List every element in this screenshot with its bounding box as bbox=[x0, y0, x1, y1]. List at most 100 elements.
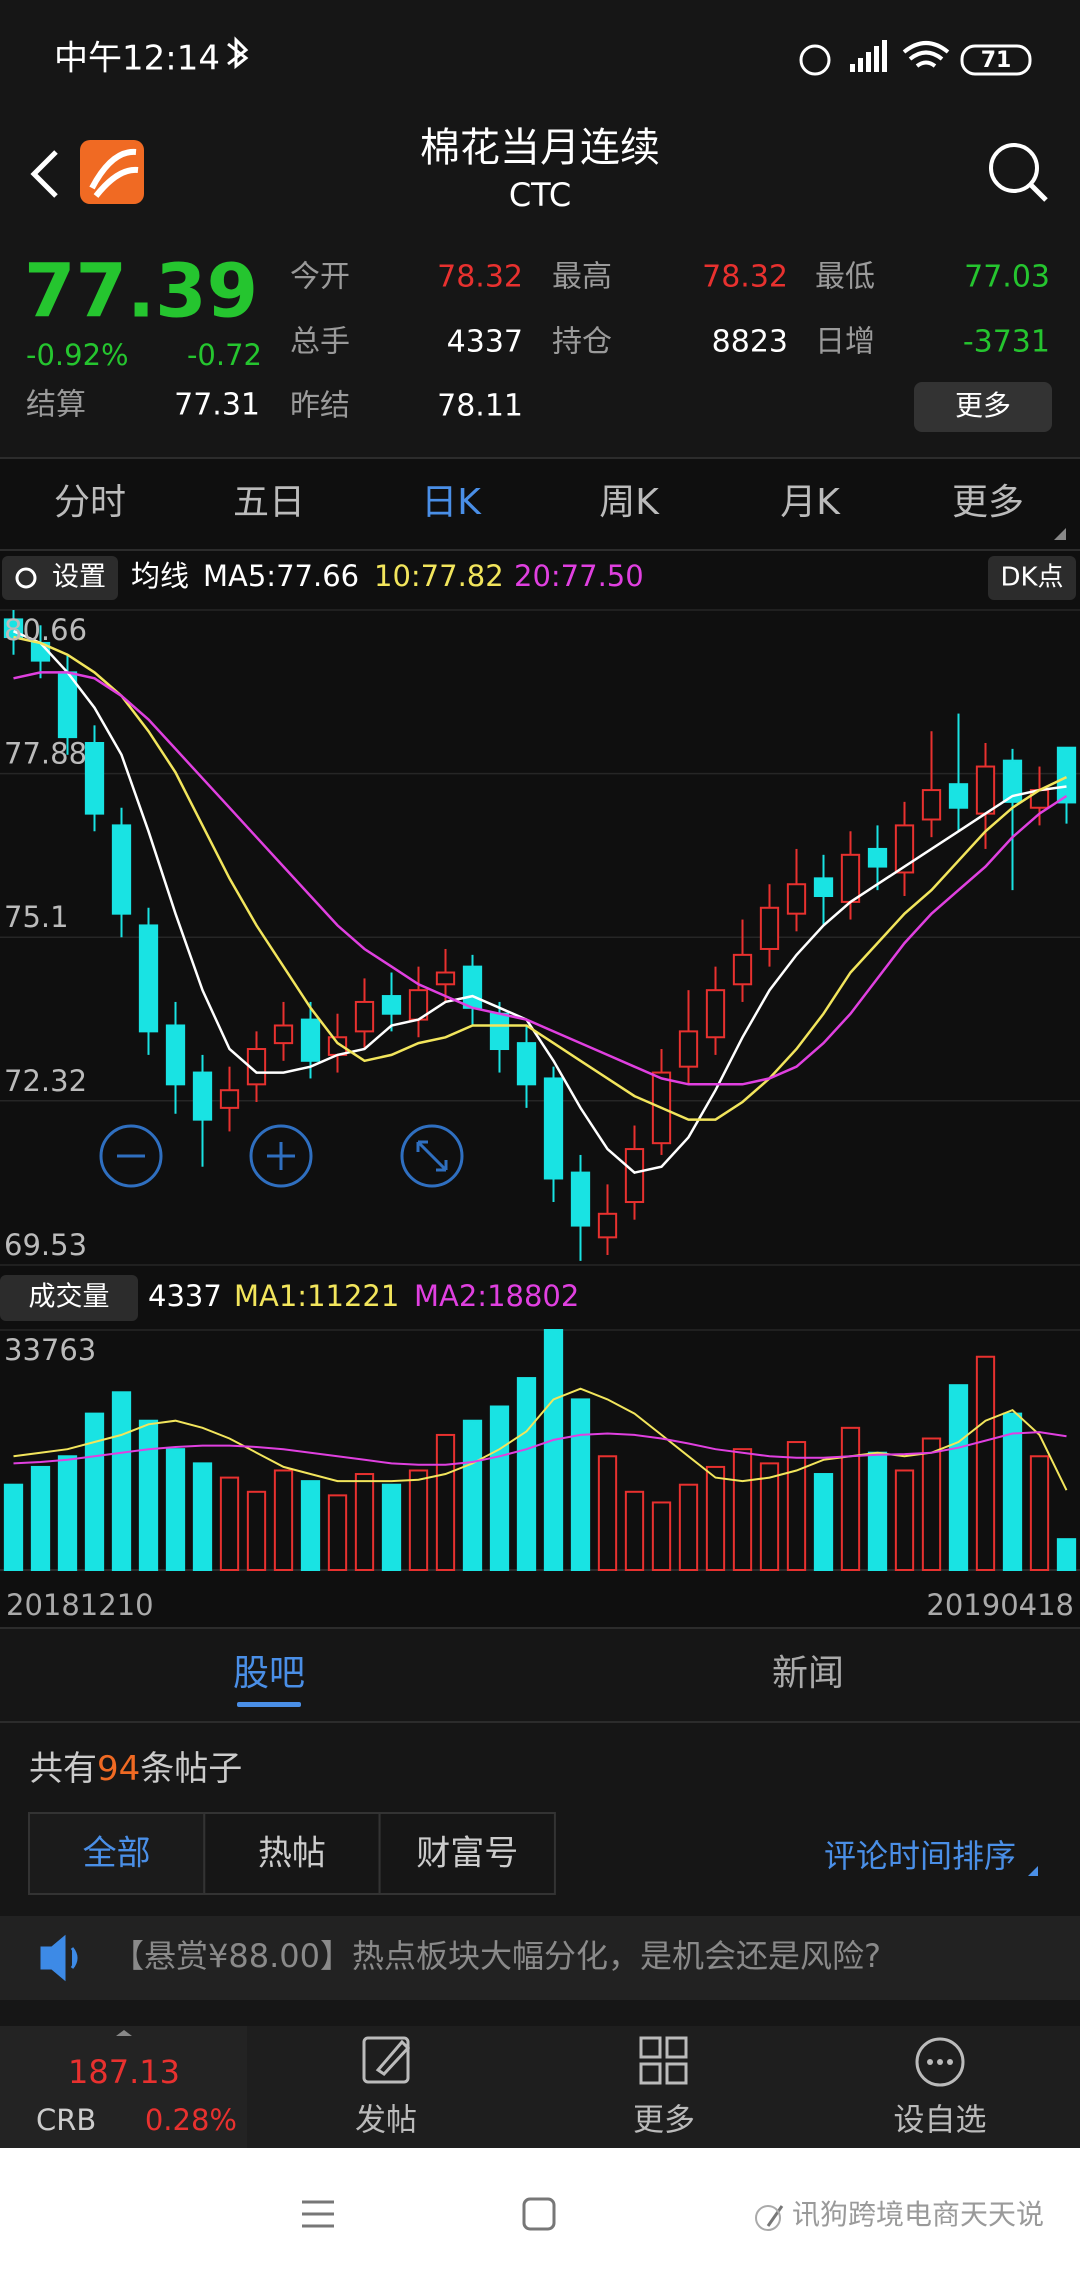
expand-indicator bbox=[116, 2030, 132, 2036]
volume-ma2: MA2:18802 bbox=[414, 1279, 579, 1313]
logo-mark bbox=[89, 148, 139, 198]
field-value: 78.32 bbox=[437, 260, 523, 295]
volume-value: 4337 bbox=[148, 1279, 222, 1313]
ma20-value: 20:77.50 bbox=[514, 559, 644, 593]
volume-bar bbox=[3, 1483, 24, 1571]
volume-bar bbox=[219, 1476, 240, 1572]
candle-body bbox=[975, 765, 996, 815]
candle-body bbox=[597, 1212, 618, 1239]
search-button[interactable] bbox=[989, 143, 1048, 202]
volume-ma1: MA1:11221 bbox=[234, 1279, 399, 1313]
y-tick-label: 33763 bbox=[4, 1333, 96, 1367]
settings-button[interactable] bbox=[2, 556, 118, 600]
volume-bar bbox=[435, 1433, 456, 1571]
settle-label: 结算 bbox=[26, 388, 86, 423]
post-count: 共有94条帖子 bbox=[29, 1749, 242, 1789]
alarm-icon bbox=[799, 44, 831, 76]
navigation-bar bbox=[0, 2148, 1080, 2280]
candle-body bbox=[489, 1012, 510, 1051]
post-count-prefix: 共有 bbox=[29, 1749, 97, 1789]
more-button[interactable] bbox=[914, 382, 1052, 432]
candle-body bbox=[840, 853, 861, 903]
watchlist-icon bbox=[915, 2037, 965, 2087]
filter-button[interactable] bbox=[378, 1812, 556, 1895]
period-tab[interactable]: 周K bbox=[599, 482, 660, 523]
index-value: 187.13 bbox=[68, 2053, 180, 2091]
dropdown-indicator bbox=[1054, 528, 1066, 540]
filter-label[interactable]: 全部 bbox=[83, 1834, 151, 1874]
index-change: 0.28% bbox=[145, 2103, 237, 2137]
y-tick-label: 69.53 bbox=[4, 1228, 87, 1262]
period-tab[interactable]: 五日 bbox=[233, 482, 305, 523]
volume-bar bbox=[111, 1391, 132, 1571]
volume-label[interactable]: 成交量 bbox=[29, 1282, 110, 1313]
field-value: -3731 bbox=[963, 325, 1050, 360]
volume-bar bbox=[975, 1355, 996, 1571]
end-date: 20190418 bbox=[926, 1588, 1074, 1622]
filter-button[interactable] bbox=[28, 1812, 206, 1895]
volume-bar bbox=[1056, 1538, 1077, 1572]
contract-code: CTC bbox=[509, 176, 571, 214]
forum-tab[interactable]: 股吧 bbox=[233, 1653, 305, 1694]
home-button[interactable] bbox=[522, 2197, 556, 2231]
volume-bar bbox=[597, 1455, 618, 1571]
action-label[interactable]: 设自选 bbox=[894, 2103, 987, 2139]
change-percent: -0.92% bbox=[26, 338, 129, 372]
period-tab[interactable]: 分时 bbox=[54, 482, 126, 523]
candle-body bbox=[786, 883, 807, 915]
volume-bar bbox=[624, 1490, 645, 1571]
news-tab[interactable]: 新闻 bbox=[772, 1653, 844, 1694]
notice-text[interactable]: 【悬赏¥88.00】热点板块大幅分化，是机会还是风险? bbox=[112, 1937, 881, 1975]
post-icon bbox=[362, 2036, 411, 2084]
period-tab[interactable]: 日K bbox=[421, 482, 482, 523]
active-tab-indicator bbox=[237, 1702, 301, 1707]
field-label: 最低 bbox=[815, 260, 875, 295]
fullscreen-button[interactable] bbox=[400, 1124, 464, 1188]
zoom-in-button[interactable] bbox=[249, 1124, 313, 1188]
ma-label: 均线 bbox=[131, 559, 189, 593]
volume-button[interactable] bbox=[0, 1275, 138, 1321]
menu-button[interactable] bbox=[302, 2200, 334, 2228]
gear-icon bbox=[15, 567, 37, 589]
action-label[interactable]: 更多 bbox=[633, 2103, 695, 2139]
candle-body bbox=[381, 995, 402, 1015]
field-value: 78.32 bbox=[702, 260, 788, 295]
filter-label[interactable]: 热帖 bbox=[258, 1834, 326, 1874]
dk-button[interactable] bbox=[988, 556, 1076, 600]
y-tick-label: 80.66 bbox=[4, 613, 87, 647]
notice-bar bbox=[0, 1916, 1080, 2000]
volume-bar bbox=[651, 1501, 672, 1571]
index-box[interactable] bbox=[0, 2026, 247, 2148]
bluetooth-icon bbox=[227, 36, 249, 70]
volume-bar bbox=[462, 1419, 483, 1571]
sort-button[interactable]: 评论时间排序 bbox=[824, 1837, 1016, 1875]
back-button[interactable] bbox=[30, 150, 58, 198]
field-label: 最高 bbox=[552, 260, 612, 295]
candle-body bbox=[948, 783, 969, 809]
more-button-label[interactable]: 更多 bbox=[955, 389, 1011, 422]
period-tab[interactable]: 月K bbox=[780, 482, 841, 523]
field-value: 78.11 bbox=[437, 389, 523, 424]
volume-bar bbox=[813, 1473, 834, 1572]
back-nav-button[interactable] bbox=[766, 2205, 784, 2227]
y-tick-label: 75.1 bbox=[4, 900, 69, 934]
period-tab[interactable]: 更多 bbox=[952, 482, 1024, 523]
wifi-icon bbox=[902, 41, 950, 68]
volume-bar bbox=[30, 1465, 51, 1571]
volume-bar bbox=[1029, 1455, 1050, 1571]
status-time: 中午12:14 bbox=[54, 39, 220, 79]
candle-body bbox=[624, 1148, 645, 1204]
filter-label[interactable]: 财富号 bbox=[416, 1834, 518, 1874]
zoom-out-button[interactable] bbox=[99, 1124, 163, 1188]
action-label[interactable]: 发帖 bbox=[355, 2103, 417, 2139]
app-logo bbox=[80, 140, 144, 204]
candle-body bbox=[300, 1018, 321, 1062]
signal-icon bbox=[850, 40, 887, 72]
filter-button[interactable] bbox=[203, 1812, 381, 1895]
last-price: 77.39 bbox=[24, 249, 258, 335]
dk-label[interactable]: DK点 bbox=[1000, 563, 1063, 593]
volume-bar bbox=[705, 1465, 726, 1571]
settings-label[interactable]: 设置 bbox=[52, 562, 106, 593]
more-icon bbox=[639, 2036, 688, 2085]
candle-body bbox=[165, 1024, 186, 1086]
